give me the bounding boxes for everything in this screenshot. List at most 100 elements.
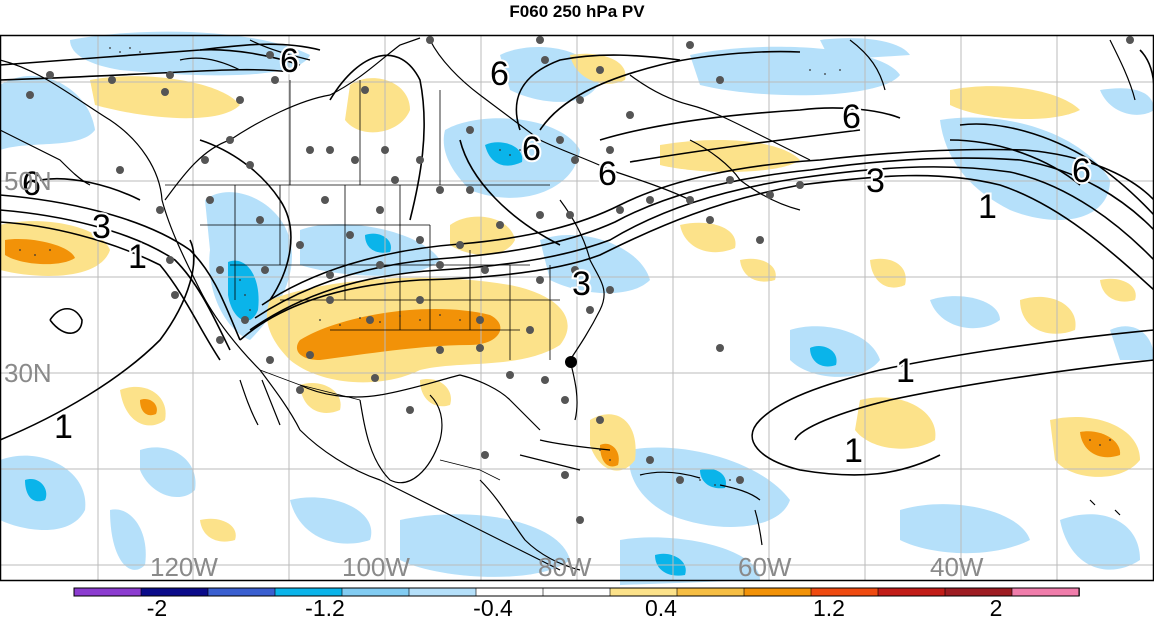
neg-pv-region: [300, 224, 440, 276]
contour-line: [599, 107, 901, 141]
contour-line: [1139, 49, 1154, 91]
contour-line: [39, 177, 141, 201]
colorbar-cell: [341, 587, 410, 597]
neg-pv-region: [629, 447, 790, 527]
contour-line: [199, 139, 292, 301]
contour-line: [515, 54, 681, 131]
contour-line: [0, 221, 221, 361]
contour-label: 6: [598, 155, 617, 193]
colorbar-cell: [877, 587, 946, 597]
lat-label: 50N: [4, 166, 52, 196]
neg-pv-core: [700, 468, 726, 489]
pos-pv-region: [680, 222, 736, 253]
contour-line: [751, 329, 1154, 476]
pos-pv-region: [200, 518, 236, 542]
colorbar-tick: 0.4: [645, 595, 677, 619]
colorbar-tick: 1.2: [813, 595, 845, 619]
pos-pv-region: [450, 216, 515, 255]
contour-label: 6: [22, 165, 41, 203]
contour-line: [199, 48, 301, 66]
contour-line: [254, 157, 1154, 319]
pos-pv-core: [140, 399, 157, 416]
contour-line: [249, 166, 1154, 331]
contour-line: [0, 194, 241, 341]
neg-pv-region: [790, 326, 880, 377]
pos-pv-core: [5, 239, 75, 265]
lon-label: 40W: [930, 552, 984, 582]
colorbar-frame: [73, 587, 1080, 597]
neg-pv-region: [1060, 514, 1140, 570]
colorbar-tick: -0.4: [473, 595, 513, 619]
neg-pv-region: [140, 447, 196, 498]
contour-label: 1: [844, 432, 863, 470]
lon-label: 100W: [342, 552, 410, 582]
lat-label: 30N: [4, 358, 52, 388]
colorbar-tick: -1.2: [305, 595, 345, 619]
lon-label: 120W: [150, 552, 218, 582]
pos-pv-region: [870, 258, 906, 288]
neg-pv-region: [540, 234, 650, 294]
contour-label: 6: [490, 55, 509, 93]
neg-pv-region: [400, 514, 570, 577]
contour-line: [0, 43, 321, 66]
pos-pv-region: [660, 140, 800, 172]
contour-line: [459, 139, 561, 246]
pos-pv-region: [1100, 278, 1136, 302]
colorbar-tick: -2: [147, 595, 167, 619]
plot-title: F060 250 hPa PV: [509, 2, 645, 21]
neg-pv-region: [1100, 88, 1154, 115]
contour-line: [239, 174, 1154, 341]
contour-label: 6: [1072, 152, 1091, 190]
highlighted-station: [565, 356, 577, 368]
axis-labels: 50N 30N 120W 100W 80W 60W 40W: [4, 166, 984, 582]
neg-pv-core: [25, 479, 47, 502]
pos-pv-region: [590, 414, 636, 471]
pos-pv-region: [345, 78, 410, 133]
contour-label: 3: [866, 162, 885, 200]
contour-line: [49, 307, 83, 334]
significance-stipple: [19, 47, 1111, 486]
contour-line: [261, 148, 1154, 306]
neg-pv-region: [1110, 326, 1154, 360]
contour-label: 3: [92, 208, 111, 246]
contour-label: 1: [978, 188, 997, 226]
colorbar-cell: [1011, 587, 1080, 597]
colorbar-cell: [676, 587, 745, 597]
contour-line: [539, 50, 801, 131]
raob-stations: [26, 36, 1134, 524]
contour-label: 1: [54, 408, 73, 446]
neg-pv-region: [0, 75, 95, 150]
pos-pv-core: [296, 309, 501, 360]
neg-pv-core: [365, 233, 391, 253]
contour-line: [0, 239, 195, 441]
lon-label: 80W: [538, 552, 592, 582]
contour-label: 1: [896, 352, 915, 390]
lon-label: 60W: [738, 552, 792, 582]
colorbar-cell: [207, 587, 276, 597]
contour-line: [629, 129, 861, 163]
contour-label: 6: [280, 42, 299, 80]
colorbar-tick: 2: [990, 595, 1003, 619]
pos-pv-region: [1020, 296, 1076, 334]
neg-pv-region: [290, 497, 372, 544]
pos-pv-region: [420, 379, 451, 407]
neg-pv-region: [110, 509, 146, 570]
contour-line: [959, 123, 1154, 216]
neg-pv-region: [930, 296, 1000, 329]
pos-pv-region: [90, 76, 240, 119]
colorbar: -2 -1.2 -0.4 0.4 1.2 2: [73, 587, 1080, 619]
contour-line: [329, 54, 425, 221]
contour-label: 6: [522, 130, 541, 168]
colorbar-cell: [743, 587, 812, 597]
colorbar-cell: [73, 587, 142, 597]
neg-pv-region: [900, 504, 1030, 554]
neg-pv-region: [690, 46, 900, 96]
pos-pv-region: [300, 382, 341, 413]
neg-pv-core: [810, 345, 837, 367]
neg-pv-region: [70, 31, 310, 76]
contour-line: [794, 359, 1154, 441]
coastlines: [0, 37, 1136, 571]
pos-pv-region: [855, 397, 936, 449]
colorbar-cell: [542, 587, 611, 597]
